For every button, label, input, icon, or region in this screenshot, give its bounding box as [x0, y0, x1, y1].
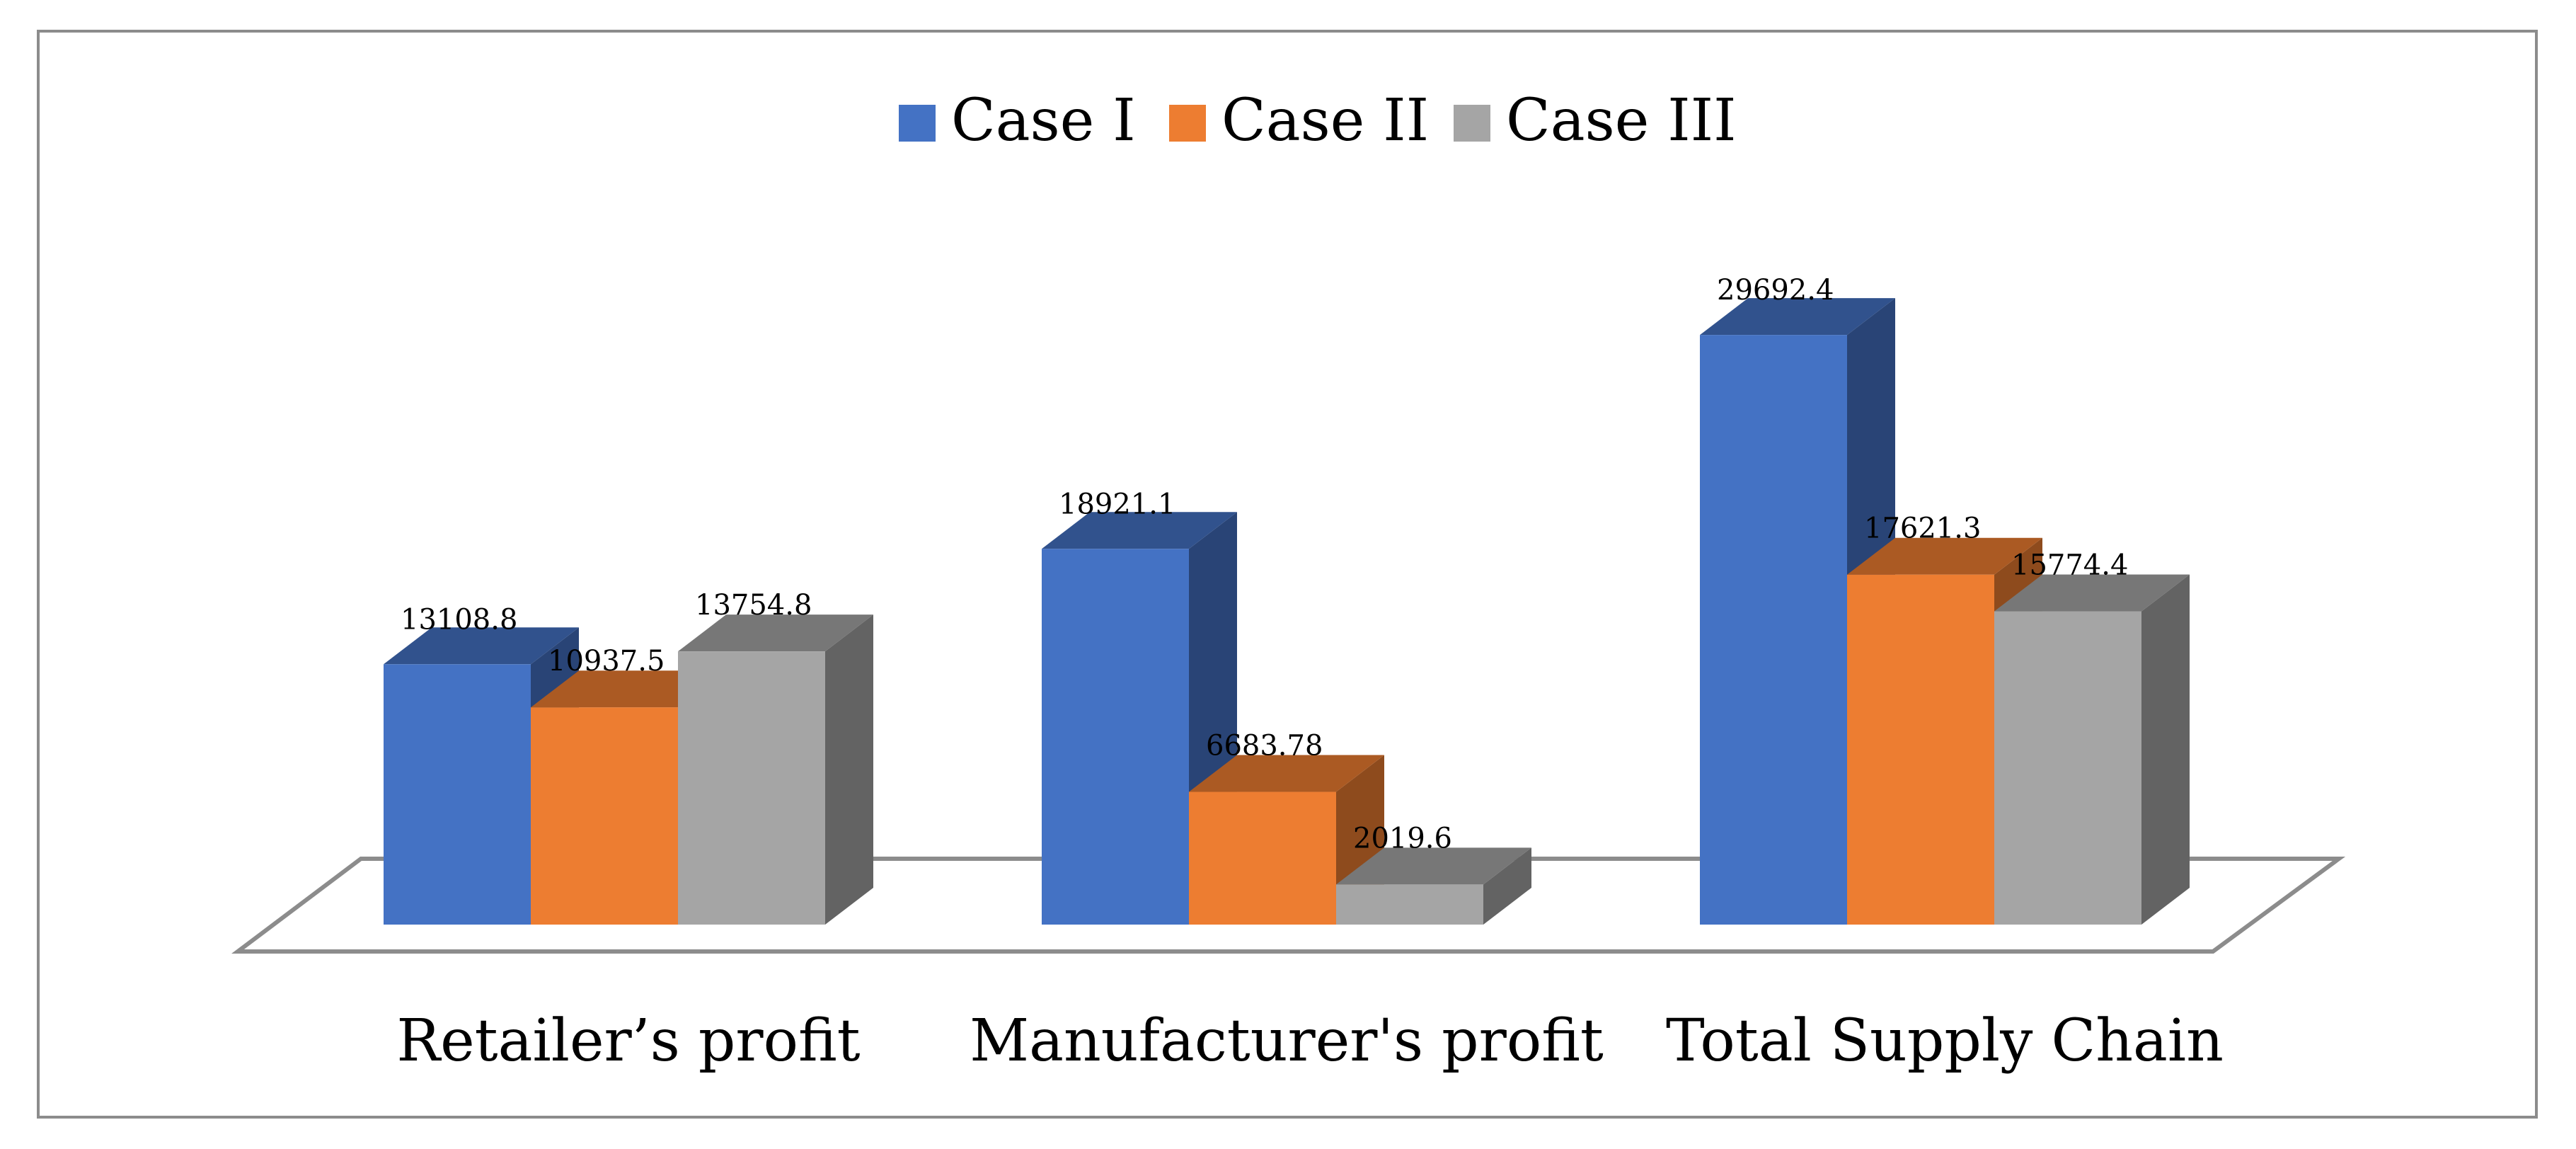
bar-front-face	[1847, 574, 1994, 925]
legend-swatch	[899, 105, 936, 142]
bar-case-iii-total-supply-chain	[1994, 574, 2190, 925]
legend-item-case-ii: Case II	[1169, 87, 1429, 154]
legend-item-case-i: Case I	[899, 87, 1136, 154]
bar-front-face	[1189, 791, 1336, 925]
legend-swatch	[1454, 105, 1490, 142]
bar-side-face	[2141, 574, 2190, 925]
category-axis-labels: Retailer’s profit Manufacturer's profit To…	[396, 1007, 2224, 1075]
bar-front-face	[531, 707, 678, 925]
bar-front-face	[384, 664, 531, 925]
bar-top-face	[1336, 847, 1531, 885]
bar-case-iii-retailer-s-profit	[678, 614, 873, 925]
bar-top-face	[384, 627, 579, 665]
data-label-case-i-retailer-s-profit: 13108.8	[401, 603, 517, 636]
bar-front-face	[1042, 549, 1189, 925]
bar-side-face	[1483, 847, 1531, 925]
bar-side-face	[825, 614, 873, 925]
category-label-retailer-s-profit: Retailer’s profit	[396, 1007, 860, 1075]
bar-front-face	[1700, 335, 1847, 925]
bar-top-face	[531, 670, 726, 708]
legend-label: Case I	[951, 87, 1136, 154]
bar-top-face	[1847, 537, 2042, 575]
bar-case-iii-manufacturer-s-profit	[1336, 847, 1531, 925]
bar-front-face	[678, 651, 825, 925]
bars-group	[384, 298, 2190, 925]
data-label-case-iii-total-supply-chain: 15774.4	[2011, 549, 2128, 582]
legend: Case I Case II Case III	[899, 87, 1736, 154]
bar-top-face	[1994, 574, 2190, 612]
legend-label: Case II	[1221, 87, 1429, 154]
bar-front-face	[1336, 884, 1483, 925]
legend-swatch	[1169, 105, 1206, 142]
category-label-manufacturer-s-profit: Manufacturer's profit	[970, 1007, 1604, 1075]
bar-front-face	[1994, 611, 2141, 925]
data-label-case-ii-retailer-s-profit: 10937.5	[548, 645, 665, 678]
data-label-case-ii-manufacturer-s-profit: 6683.78	[1206, 730, 1323, 762]
data-label-case-ii-total-supply-chain: 17621.3	[1864, 513, 1981, 545]
data-label-case-iii-manufacturer-s-profit: 2019.6	[1353, 822, 1452, 854]
bar-top-face	[1042, 512, 1237, 549]
category-label-total-supply-chain: Total Supply Chain	[1666, 1007, 2224, 1075]
data-label-case-i-manufacturer-s-profit: 18921.1	[1059, 488, 1175, 520]
data-label-case-i-total-supply-chain: 29692.4	[1717, 274, 1834, 307]
data-labels-group: 13108.8 10937.5 13754.8 18921.1 6683.78 2019.…	[401, 274, 2128, 854]
bar-top-face	[678, 614, 873, 652]
legend-item-case-iii: Case III	[1454, 87, 1736, 154]
bar-top-face	[1700, 298, 1895, 336]
data-label-case-iii-retailer-s-profit: 13754.8	[695, 589, 812, 622]
bar-top-face	[1189, 755, 1384, 792]
legend-label: Case III	[1506, 87, 1736, 154]
